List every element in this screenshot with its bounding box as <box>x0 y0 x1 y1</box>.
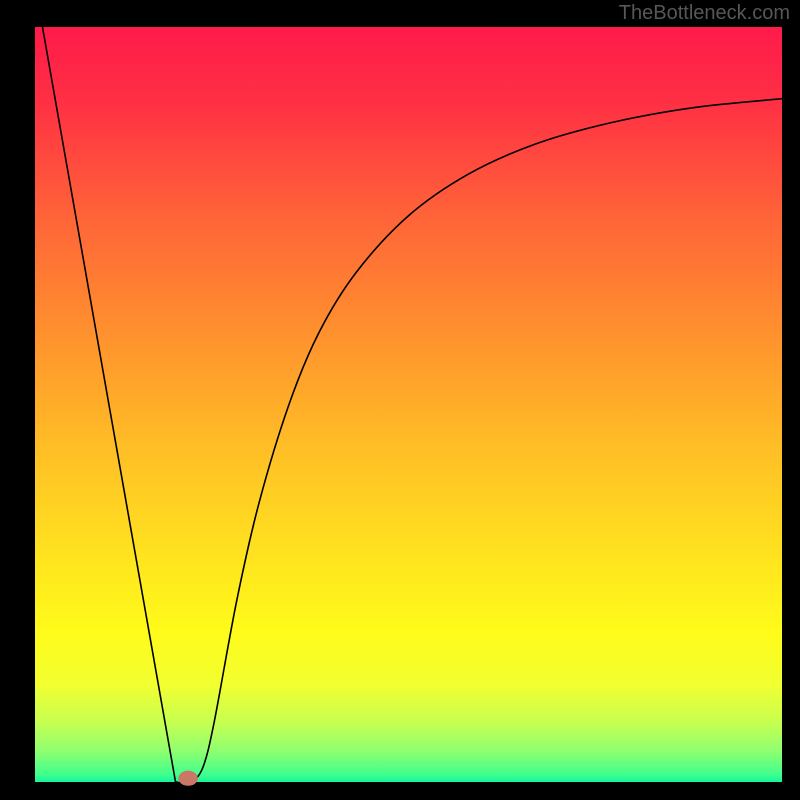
plot-background <box>35 27 782 782</box>
watermark-text: TheBottleneck.com <box>619 2 790 25</box>
bottleneck-chart-svg <box>0 0 800 800</box>
optimal-point-marker <box>178 771 197 786</box>
